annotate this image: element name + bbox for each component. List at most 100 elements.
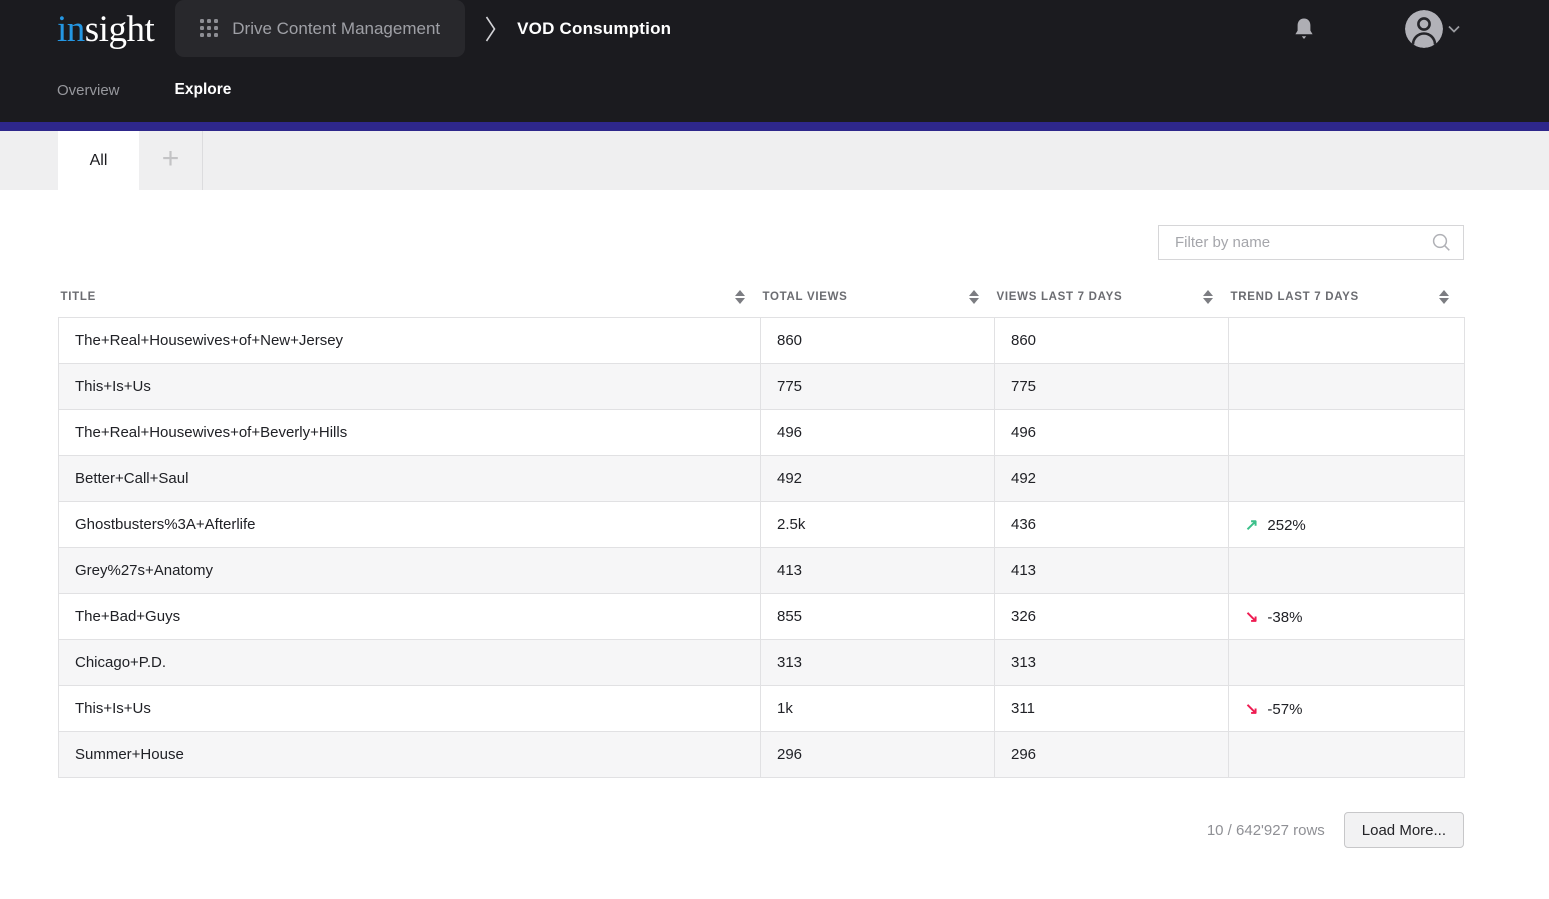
title-cell: The+Real+Housewives+of+New+Jersey <box>58 317 761 364</box>
grid-icon <box>200 19 219 38</box>
total-views-cell: 496 <box>760 409 995 456</box>
breadcrumb-chevron-icon <box>485 0 496 58</box>
table-row: The+Real+Housewives+of+Beverly+Hills 496… <box>58 409 1465 456</box>
column-header-title[interactable]: TITLE <box>59 290 761 318</box>
title-cell: Summer+House <box>58 731 761 778</box>
views-last-7-days-cell: 492 <box>994 455 1229 502</box>
views-last-7-days-cell: 436 <box>994 501 1229 548</box>
trend-cell: ↘ -38% <box>1228 593 1465 640</box>
column-header-total-views[interactable]: TOTAL VIEWS <box>761 290 995 318</box>
filter-input-wrapper <box>1158 225 1464 260</box>
nav-item-explore[interactable]: Explore <box>174 81 232 98</box>
title-cell: The+Real+Housewives+of+Beverly+Hills <box>58 409 761 456</box>
table-row: The+Real+Housewives+of+New+Jersey 860 86… <box>58 317 1465 364</box>
views-last-7-days-cell: 311 <box>994 685 1229 732</box>
search-icon <box>1432 233 1451 252</box>
trend-down-arrow-icon: ↘ <box>1245 700 1259 718</box>
trend-cell <box>1228 317 1465 364</box>
trend-cell: ↘ -57% <box>1228 685 1465 732</box>
vod-consumption-table: TITLE TOTAL VIEWS VIEWS LAST 7 DAYS <box>58 290 1465 778</box>
title-cell: This+Is+Us <box>58 363 761 410</box>
column-label: VIEWS LAST 7 DAYS <box>996 291 1123 303</box>
table-row: Summer+House 296 296 <box>58 731 1465 778</box>
trend-cell <box>1228 639 1465 686</box>
total-views-cell: 1k <box>760 685 995 732</box>
trend-down-arrow-icon: ↘ <box>1245 608 1259 626</box>
table-row: Better+Call+Saul 492 492 <box>58 455 1465 502</box>
app-switcher-button[interactable]: Drive Content Management <box>175 0 466 57</box>
total-views-cell: 296 <box>760 731 995 778</box>
views-last-7-days-cell: 496 <box>994 409 1229 456</box>
title-cell: Grey%27s+Anatomy <box>58 547 761 594</box>
trend-cell <box>1228 409 1465 456</box>
column-header-views-last-7-days[interactable]: VIEWS LAST 7 DAYS <box>995 290 1229 318</box>
table-header-row: TITLE TOTAL VIEWS VIEWS LAST 7 DAYS <box>59 290 1465 318</box>
total-views-cell: 2.5k <box>760 501 995 548</box>
column-label: TREND LAST 7 DAYS <box>1230 291 1359 303</box>
filter-by-name-input[interactable] <box>1173 233 1432 252</box>
sort-icon[interactable] <box>1202 290 1213 304</box>
main-content: TITLE TOTAL VIEWS VIEWS LAST 7 DAYS <box>0 190 1549 848</box>
title-cell: Chicago+P.D. <box>58 639 761 686</box>
trend-cell <box>1228 455 1465 502</box>
top-bar-main-row: in sight Drive Content Management VOD Con… <box>0 0 1549 58</box>
views-last-7-days-cell: 775 <box>994 363 1229 410</box>
sort-icon[interactable] <box>968 290 979 304</box>
table-row: This+Is+Us 775 775 <box>58 363 1465 410</box>
title-cell: Better+Call+Saul <box>58 455 761 502</box>
logo-part-sight: sight <box>84 8 155 50</box>
total-views-cell: 492 <box>760 455 995 502</box>
trend-cell: ↗ 252% <box>1228 501 1465 548</box>
views-last-7-days-cell: 326 <box>994 593 1229 640</box>
column-label: TOTAL VIEWS <box>762 291 848 303</box>
top-bar: in sight Drive Content Management VOD Con… <box>0 0 1549 122</box>
filter-row <box>58 225 1464 260</box>
app-switcher-label: Drive Content Management <box>232 18 441 38</box>
trend-value: -57% <box>1267 700 1303 718</box>
views-last-7-days-cell: 860 <box>994 317 1229 364</box>
trend-value: 252% <box>1267 516 1306 534</box>
top-bar-actions <box>1293 0 1549 58</box>
trend-up-arrow-icon: ↗ <box>1245 516 1259 534</box>
total-views-cell: 313 <box>760 639 995 686</box>
title-cell: The+Bad+Guys <box>58 593 761 640</box>
total-views-cell: 413 <box>760 547 995 594</box>
worksheet-tab-strip: All + <box>0 131 1549 190</box>
user-avatar[interactable] <box>1405 10 1443 48</box>
trend-cell <box>1228 731 1465 778</box>
views-last-7-days-cell: 313 <box>994 639 1229 686</box>
total-views-cell: 775 <box>760 363 995 410</box>
tab-all[interactable]: All <box>58 131 139 190</box>
tab-strip-spacer <box>0 131 58 190</box>
views-last-7-days-cell: 413 <box>994 547 1229 594</box>
chevron-down-icon[interactable] <box>1448 25 1460 33</box>
rows-count-label: 10 / 642'927 rows <box>1206 821 1325 839</box>
insight-logo[interactable]: in sight <box>57 0 155 58</box>
table-row: Ghostbusters%3A+Afterlife 2.5k 436 ↗ 252% <box>58 501 1465 548</box>
load-more-button[interactable]: Load More... <box>1343 812 1464 848</box>
column-header-trend-last-7-days[interactable]: TREND LAST 7 DAYS <box>1229 290 1465 318</box>
logo-part-in: in <box>57 8 85 50</box>
table-row: Grey%27s+Anatomy 413 413 <box>58 547 1465 594</box>
trend-value: -38% <box>1267 608 1303 626</box>
primary-nav: Overview Explore <box>0 58 1549 122</box>
add-tab-button[interactable]: + <box>139 131 203 190</box>
nav-item-overview[interactable]: Overview <box>57 81 120 99</box>
title-cell: Ghostbusters%3A+Afterlife <box>58 501 761 548</box>
views-last-7-days-cell: 296 <box>994 731 1229 778</box>
table-row: Chicago+P.D. 313 313 <box>58 639 1465 686</box>
table-row: The+Bad+Guys 855 326 ↘ -38% <box>58 593 1465 640</box>
table-row: This+Is+Us 1k 311 ↘ -57% <box>58 685 1465 732</box>
accent-divider-bar <box>0 122 1549 131</box>
trend-cell <box>1228 363 1465 410</box>
page-title: VOD Consumption <box>517 19 672 38</box>
title-cell: This+Is+Us <box>58 685 761 732</box>
column-label: TITLE <box>60 291 96 303</box>
total-views-cell: 855 <box>760 593 995 640</box>
notifications-bell-icon[interactable] <box>1293 17 1315 42</box>
trend-cell <box>1228 547 1465 594</box>
sort-icon[interactable] <box>734 290 745 304</box>
total-views-cell: 860 <box>760 317 995 364</box>
sort-icon[interactable] <box>1438 290 1449 304</box>
table-footer: 10 / 642'927 rows Load More... <box>58 812 1464 848</box>
